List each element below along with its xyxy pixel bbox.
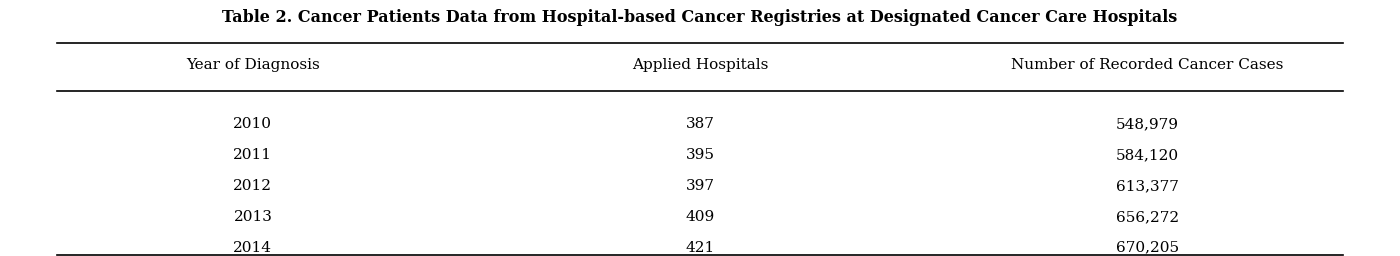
Text: 613,377: 613,377 <box>1116 179 1179 193</box>
Text: 2012: 2012 <box>234 179 273 193</box>
Text: 656,272: 656,272 <box>1116 210 1179 224</box>
Text: 2011: 2011 <box>234 148 273 162</box>
Text: 2010: 2010 <box>234 118 273 132</box>
Text: 397: 397 <box>686 179 714 193</box>
Text: 387: 387 <box>686 118 714 132</box>
Text: 2013: 2013 <box>234 210 273 224</box>
Text: 670,205: 670,205 <box>1116 241 1179 255</box>
Text: Applied Hospitals: Applied Hospitals <box>631 58 769 72</box>
Text: 2014: 2014 <box>234 241 273 255</box>
Text: 421: 421 <box>686 241 714 255</box>
Text: 395: 395 <box>686 148 714 162</box>
Text: Table 2. Cancer Patients Data from Hospital-based Cancer Registries at Designate: Table 2. Cancer Patients Data from Hospi… <box>223 9 1177 26</box>
Text: 584,120: 584,120 <box>1116 148 1179 162</box>
Text: Number of Recorded Cancer Cases: Number of Recorded Cancer Cases <box>1011 58 1284 72</box>
Text: Year of Diagnosis: Year of Diagnosis <box>186 58 319 72</box>
Text: 548,979: 548,979 <box>1116 118 1179 132</box>
Text: 409: 409 <box>686 210 714 224</box>
